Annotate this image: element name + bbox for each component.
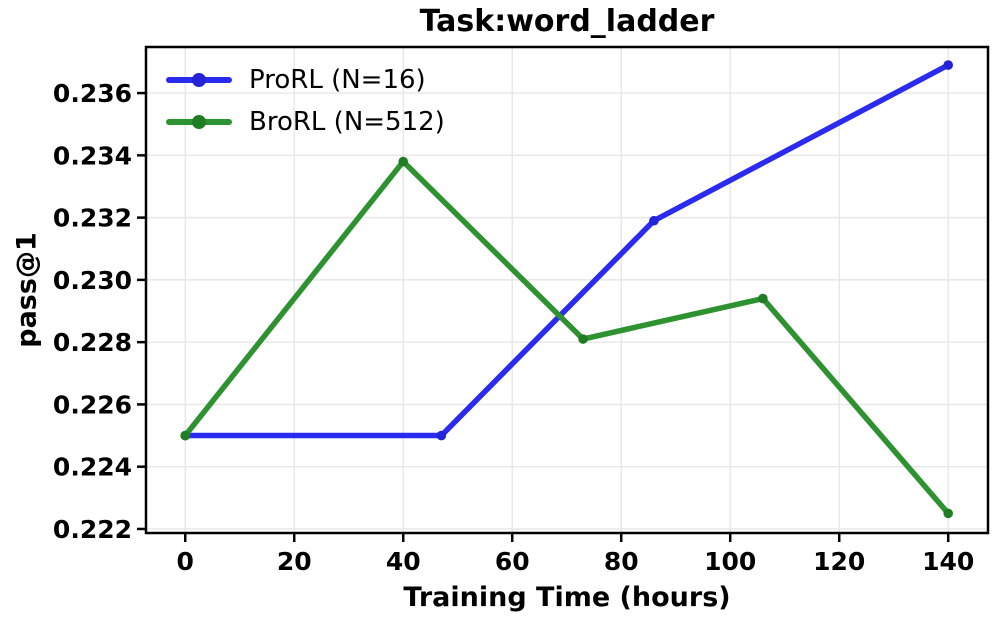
- brorl-marker-dot-icon: [192, 115, 206, 129]
- y-tick-label: 0.234: [53, 141, 132, 170]
- x-tick-label: 60: [495, 547, 530, 576]
- y-tick-label: 0.226: [53, 390, 132, 419]
- legend-label-brorl: BroRL (N=512): [249, 107, 445, 137]
- x-tick-label: 140: [922, 547, 974, 576]
- x-tick-label: 100: [704, 547, 756, 576]
- legend: ProRL (N=16) BroRL (N=512): [166, 59, 445, 143]
- x-axis-label: Training Time (hours): [403, 582, 731, 613]
- prorl-marker-dot-icon: [192, 73, 206, 87]
- legend-item-brorl: BroRL (N=512): [166, 101, 445, 143]
- chart-title: Task:word_ladder: [419, 4, 715, 39]
- data-point-brorl: [180, 430, 191, 441]
- series-line-brorl: [182, 158, 951, 517]
- data-point-prorl: [436, 430, 447, 441]
- brorl-line-swatch-icon: [166, 115, 232, 129]
- prorl-line-swatch-icon: [166, 73, 232, 87]
- data-point-brorl: [398, 156, 409, 167]
- x-tick-label: 40: [386, 547, 421, 576]
- legend-label-prorl: ProRL (N=16): [249, 65, 426, 95]
- y-tick-label: 0.232: [53, 204, 132, 233]
- series-line-prorl: [182, 62, 951, 439]
- y-tick-label: 0.224: [53, 453, 132, 482]
- x-tick-label: 0: [177, 547, 194, 576]
- x-tick-label: 80: [604, 547, 639, 576]
- y-tick-label: 0.236: [53, 79, 132, 108]
- data-point-prorl: [649, 215, 659, 226]
- data-point-brorl: [943, 508, 954, 519]
- x-tick-label: 20: [277, 547, 312, 576]
- x-tick-label: 120: [813, 547, 865, 576]
- y-axis-label: pass@1: [11, 232, 43, 348]
- data-point-prorl: [943, 60, 954, 70]
- legend-item-prorl: ProRL (N=16): [166, 59, 445, 101]
- axes-spines: [144, 45, 990, 535]
- data-point-brorl: [578, 334, 588, 344]
- y-tick-label: 0.230: [53, 266, 132, 295]
- y-tick-label: 0.228: [53, 328, 132, 357]
- y-tick-label: 0.222: [53, 515, 132, 544]
- data-point-brorl: [758, 293, 768, 304]
